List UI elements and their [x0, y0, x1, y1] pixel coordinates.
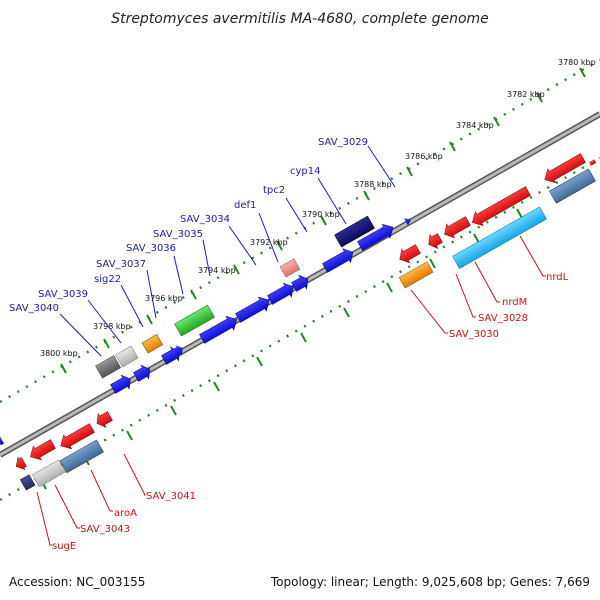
kbp-label: 3794 kbp: [198, 266, 236, 275]
gene-arrow[interactable]: [26, 437, 57, 464]
gene-arrow[interactable]: [279, 258, 301, 278]
kbp-label: 3784 kbp: [456, 121, 494, 130]
gene-label[interactable]: SAV_3037: [96, 259, 146, 270]
gene-label[interactable]: aroA: [114, 508, 137, 519]
gene-label[interactable]: SAV_3034: [180, 214, 230, 225]
kbp-label: 3782 kbp: [507, 90, 545, 99]
kbp-label: 3800 kbp: [40, 349, 78, 358]
gene-arrow[interactable]: [549, 168, 596, 204]
kbp-label: 3798 kbp: [93, 322, 131, 331]
kbp-label: 3790 kbp: [302, 210, 340, 219]
gene-arrow[interactable]: [59, 439, 104, 474]
genome-summary-text: Topology: linear; Length: 9,025,608 bp; …: [270, 575, 590, 589]
gene-arrow[interactable]: [441, 214, 472, 241]
gene-arrow[interactable]: [290, 272, 312, 294]
upper-scale-ticks: [60, 67, 586, 374]
kbp-label: 3792 kbp: [250, 238, 288, 247]
gene-arrow[interactable]: [321, 245, 357, 275]
gene-arrow[interactable]: [0, 436, 4, 447]
gene-arrow[interactable]: [198, 312, 241, 346]
kbp-label: 3788 kbp: [354, 180, 392, 189]
gene-arrow[interactable]: [404, 216, 413, 226]
map-title: Streptomyces avermitilis MA-4680, comple…: [111, 11, 489, 27]
gene-label[interactable]: SAV_3041: [146, 491, 196, 502]
gene-arrow[interactable]: [109, 372, 134, 396]
gene-label[interactable]: SAV_3039: [38, 289, 88, 300]
gene-label[interactable]: sig22: [94, 274, 121, 285]
gene-label[interactable]: nrdM: [502, 297, 527, 308]
callout-lines-bottom: [36, 235, 546, 546]
gene-label[interactable]: tpc2: [263, 185, 285, 196]
gene-arrow[interactable]: [132, 362, 154, 384]
minus-strand-genes: [0, 151, 597, 491]
gene-label[interactable]: SAV_3036: [126, 243, 176, 254]
plus-strand-genes: [95, 215, 413, 396]
gene-arrow[interactable]: [468, 184, 532, 230]
kbp-label: 3780 kbp: [558, 58, 596, 67]
gene-arrow[interactable]: [174, 304, 215, 337]
gene-arrow[interactable]: [589, 159, 597, 166]
gene-arrow[interactable]: [115, 345, 139, 368]
gene-arrow[interactable]: [32, 459, 66, 488]
gene-arrow[interactable]: [334, 215, 375, 248]
accession-text: Accession: NC_003155: [9, 575, 145, 589]
gene-label[interactable]: SAV_3035: [153, 229, 203, 240]
gene-label[interactable]: def1: [234, 200, 256, 211]
gene-arrow[interactable]: [93, 409, 114, 430]
gene-arrow[interactable]: [57, 421, 96, 453]
gene-arrow[interactable]: [13, 456, 28, 473]
gene-label[interactable]: sugE: [52, 541, 76, 552]
kbp-label: 3796 kbp: [145, 294, 183, 303]
gene-arrow[interactable]: [160, 344, 184, 367]
gene-arrow[interactable]: [20, 474, 36, 491]
gene-label[interactable]: SAV_3043: [80, 524, 130, 535]
gene-arrow[interactable]: [95, 355, 122, 379]
gene-arrow[interactable]: [356, 220, 397, 253]
kbp-label: 3786 kbp: [405, 152, 443, 161]
gene-arrow[interactable]: [234, 293, 273, 325]
gene-label[interactable]: SAV_3030: [449, 329, 499, 340]
gene-arrow[interactable]: [266, 280, 297, 307]
gene-label[interactable]: nrdL: [546, 272, 569, 283]
lower-scale-ticks: [40, 184, 566, 490]
gene-arrow[interactable]: [398, 261, 434, 289]
gene-label[interactable]: SAV_3040: [9, 303, 59, 314]
gene-arrow[interactable]: [396, 242, 422, 266]
gene-label[interactable]: SAV_3028: [478, 313, 528, 324]
gene-arrow[interactable]: [173, 343, 186, 357]
gene-arrow[interactable]: [452, 206, 547, 269]
gene-arrow[interactable]: [425, 231, 444, 251]
gene-arrow[interactable]: [541, 151, 587, 187]
gene-arrow[interactable]: [141, 334, 164, 354]
gene-label[interactable]: SAV_3029: [318, 137, 368, 148]
callout-lines-top: [59, 145, 396, 357]
gene-label[interactable]: cyp14: [290, 166, 321, 177]
